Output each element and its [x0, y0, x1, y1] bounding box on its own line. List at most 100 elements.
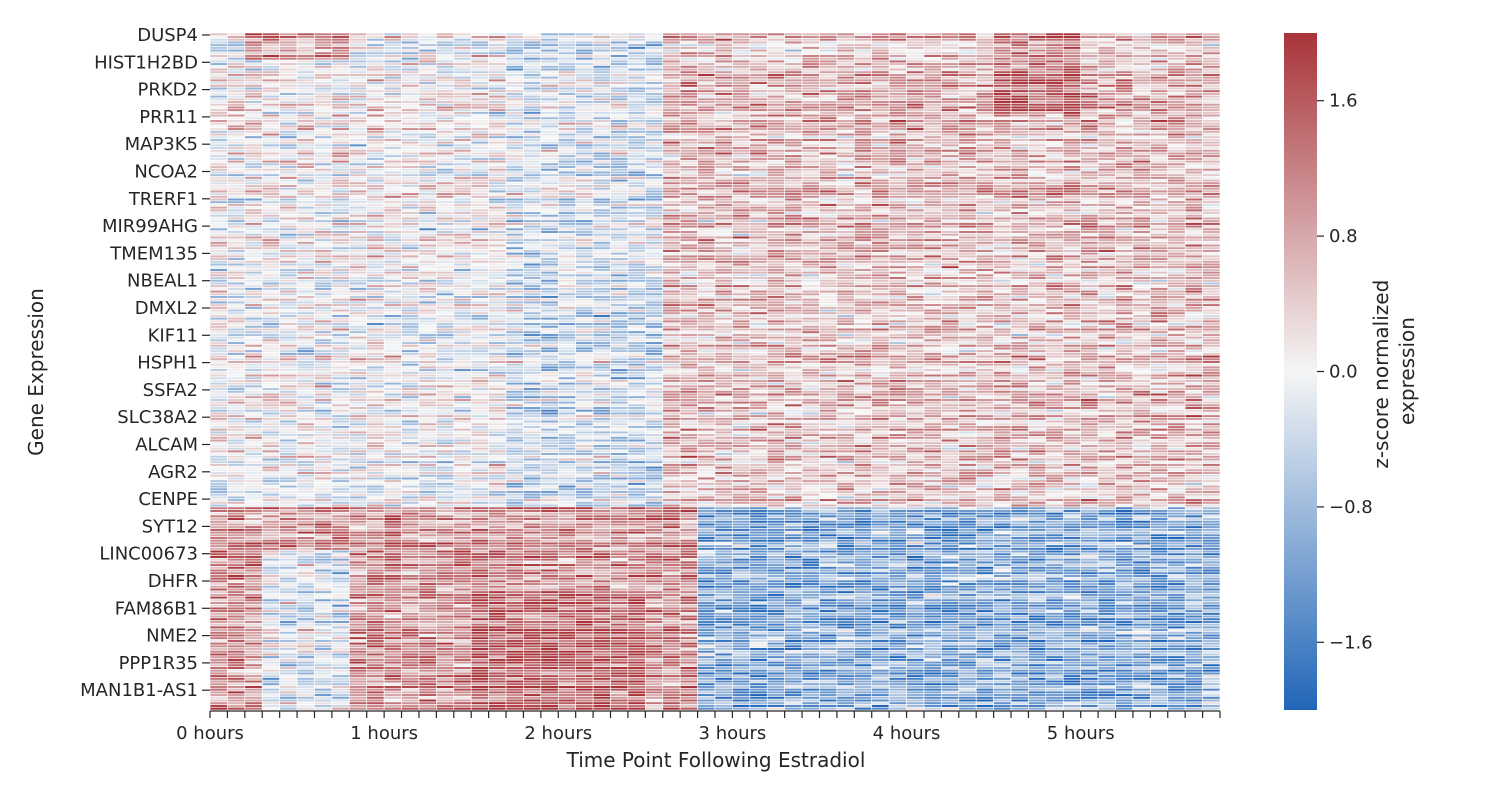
heatmap-cell	[576, 44, 593, 47]
heatmap-cell	[489, 236, 506, 239]
heatmap-cell	[506, 168, 523, 171]
heatmap-cell	[994, 71, 1011, 74]
heatmap-cell	[1150, 57, 1167, 60]
heatmap-cell	[436, 60, 453, 63]
heatmap-cell	[872, 141, 889, 144]
heatmap-cell	[314, 122, 331, 125]
heatmap-cell	[994, 182, 1011, 185]
heatmap-cell	[384, 87, 401, 90]
heatmap-cell	[332, 155, 349, 158]
heatmap-cell	[854, 255, 871, 258]
heatmap-cell	[523, 231, 540, 234]
heatmap-cell	[210, 57, 227, 60]
heatmap-cell	[994, 225, 1011, 228]
heatmap-cell	[1028, 260, 1045, 263]
heatmap-cell	[402, 79, 419, 82]
heatmap-cell	[576, 185, 593, 188]
heatmap-cell	[280, 36, 297, 39]
heatmap-cell	[1168, 206, 1185, 209]
heatmap-cell	[1150, 182, 1167, 185]
heatmap-cell	[1133, 36, 1150, 39]
heatmap-cell	[924, 168, 941, 171]
heatmap-cell	[262, 244, 279, 247]
heatmap-cell	[1063, 225, 1080, 228]
heatmap-cell	[367, 120, 384, 123]
heatmap-cell	[663, 41, 680, 44]
heatmap-cell	[976, 206, 993, 209]
heatmap-cell	[558, 236, 575, 239]
heatmap-cell	[785, 33, 802, 36]
heatmap-cell	[1185, 233, 1202, 236]
heatmap-cell	[819, 193, 836, 196]
heatmap-cell	[698, 233, 715, 236]
heatmap-cell	[593, 33, 610, 36]
heatmap-cell	[732, 147, 749, 150]
heatmap-cell	[314, 187, 331, 190]
heatmap-cell	[924, 84, 941, 87]
heatmap-cell	[1028, 125, 1045, 128]
heatmap-cell	[454, 114, 471, 117]
heatmap-cell	[1081, 260, 1098, 263]
heatmap-cell	[1028, 168, 1045, 171]
heatmap-cell	[367, 182, 384, 185]
heatmap-cell	[262, 71, 279, 74]
heatmap-cell	[454, 55, 471, 58]
heatmap-cell	[419, 133, 436, 136]
heatmap-cell	[715, 171, 732, 174]
heatmap-cell	[889, 122, 906, 125]
heatmap-cell	[297, 44, 314, 47]
heatmap-cell	[1011, 68, 1028, 71]
heatmap-cell	[436, 122, 453, 125]
heatmap-cell	[802, 128, 819, 131]
heatmap-cell	[367, 141, 384, 144]
heatmap-cell	[1168, 63, 1185, 66]
heatmap-cell	[349, 49, 366, 52]
heatmap-cell	[1150, 74, 1167, 77]
heatmap-cell	[628, 120, 645, 123]
heatmap-cell	[1098, 212, 1115, 215]
heatmap-cell	[576, 252, 593, 255]
heatmap-cell	[750, 166, 767, 169]
heatmap-cell	[645, 263, 662, 266]
heatmap-cell	[489, 250, 506, 253]
heatmap-cell	[227, 68, 244, 71]
heatmap-cell	[227, 87, 244, 90]
heatmap-cell	[419, 130, 436, 133]
heatmap-cell	[907, 223, 924, 226]
heatmap-cell	[819, 82, 836, 85]
heatmap-cell	[941, 185, 958, 188]
heatmap-cell	[541, 171, 558, 174]
heatmap-cell	[384, 128, 401, 131]
heatmap-cell	[506, 112, 523, 115]
heatmap-cell	[402, 223, 419, 226]
heatmap-cell	[750, 130, 767, 133]
heatmap-cell	[750, 263, 767, 266]
heatmap-cell	[941, 209, 958, 212]
heatmap-cell	[1063, 139, 1080, 142]
heatmap-cell	[698, 82, 715, 85]
heatmap-cell	[889, 101, 906, 104]
heatmap-cell	[576, 125, 593, 128]
heatmap-cell	[941, 144, 958, 147]
heatmap-cell	[889, 158, 906, 161]
heatmap-cell	[959, 122, 976, 125]
heatmap-cell	[854, 166, 871, 169]
heatmap-cell	[523, 136, 540, 139]
heatmap-cell	[245, 163, 262, 166]
heatmap-cell	[698, 166, 715, 169]
heatmap-cell	[750, 171, 767, 174]
heatmap-cell	[854, 52, 871, 55]
heatmap-cell	[750, 52, 767, 55]
heatmap-cell	[1185, 33, 1202, 36]
heatmap-cell	[384, 149, 401, 152]
heatmap-cell	[663, 250, 680, 253]
heatmap-cell	[680, 33, 697, 36]
heatmap-cell	[1028, 112, 1045, 115]
heatmap-cell	[715, 130, 732, 133]
heatmap-cell	[924, 41, 941, 44]
heatmap-cell	[1028, 244, 1045, 247]
heatmap-cell	[872, 239, 889, 242]
heatmap-cell	[854, 120, 871, 123]
heatmap-cell	[1046, 41, 1063, 44]
heatmap-cell	[384, 147, 401, 150]
